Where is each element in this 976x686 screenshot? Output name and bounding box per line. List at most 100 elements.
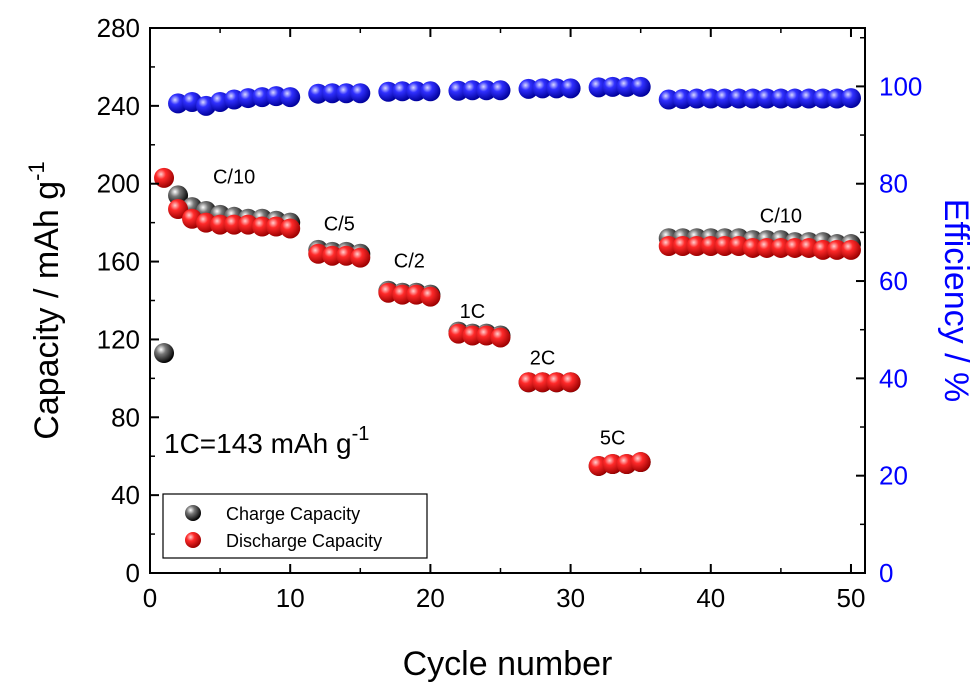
efficiency-point (770, 88, 791, 109)
legend-box (162, 493, 428, 559)
legend-label-discharge: Discharge Capacity (226, 531, 382, 551)
efficiency-point (560, 78, 581, 99)
discharge-capacity-point (784, 237, 805, 258)
efficiency-point (476, 80, 497, 101)
y-tick-label: 40 (111, 480, 140, 510)
efficiency-point (392, 81, 413, 102)
discharge-capacity-point (350, 247, 371, 268)
efficiency-point (518, 78, 539, 99)
rate-label: C/10 (760, 206, 802, 228)
efficiency-point (378, 81, 399, 102)
discharge-capacity-point (420, 286, 441, 307)
y2-tick-label: 40 (879, 363, 908, 393)
efficiency-point (756, 88, 777, 109)
y-tick-label: 160 (97, 247, 140, 277)
discharge-capacity-point (826, 239, 847, 260)
y2-tick-label: 100 (879, 71, 922, 101)
efficiency-point (686, 88, 707, 109)
y-tick-label: 120 (97, 324, 140, 354)
efficiency-point (448, 80, 469, 101)
legend-marker-charge (185, 505, 201, 521)
y2-tick-label: 60 (879, 266, 908, 296)
discharge-capacity-point (392, 284, 413, 305)
rate-label: 5C (600, 428, 626, 450)
efficiency-point (462, 80, 483, 101)
efficiency-point (336, 83, 357, 104)
data-marks (154, 76, 861, 476)
efficiency-point (728, 88, 749, 109)
efficiency-point (602, 76, 623, 97)
discharge-capacity-point (462, 325, 483, 346)
tick-labels: 0 10 20 30 40 50 0 40 80 120 160 200 240 280 0 20 40 60 80… (97, 13, 923, 613)
efficiency-point (672, 89, 693, 110)
rate-label: C/10 (213, 167, 255, 189)
charge-capacity-point (154, 343, 175, 364)
legend-label-charge: Charge Capacity (226, 504, 360, 524)
rate-note-sup: -1 (352, 423, 370, 445)
plot-frame (149, 27, 866, 574)
efficiency-point (742, 88, 763, 109)
x-tick-label: 20 (416, 583, 445, 613)
efficiency-point (840, 88, 861, 109)
efficiency-point (826, 88, 847, 109)
discharge-capacity-point (490, 327, 511, 348)
x-axis-title: Cycle number (403, 645, 613, 683)
x-tick-label: 50 (837, 583, 866, 613)
y2-tick-label: 0 (879, 558, 893, 588)
y2-axis-title: Efficiency / % (937, 199, 975, 402)
rate-note-text: 1C=143 mAh g (164, 428, 352, 459)
y-axis-title: Capacity / mAh g-1 (24, 161, 66, 439)
discharge-capacity-point (322, 245, 343, 266)
efficiency-point (700, 88, 721, 109)
efficiency-point (308, 83, 329, 104)
y-axis-title-text: Capacity / mAh g (28, 181, 66, 440)
axes (149, 27, 866, 574)
svg-text:Capacity / mAh g-1: Capacity / mAh g-1 (24, 161, 66, 439)
discharge-capacity-point (168, 199, 189, 220)
discharge-capacity-point (714, 236, 735, 256)
rate-label: 1C (460, 301, 486, 323)
discharge-capacity-point (560, 372, 581, 393)
efficiency-point (588, 77, 609, 98)
efficiency-point (798, 88, 819, 109)
y-tick-label: 200 (97, 169, 140, 199)
svg-text:1C=143 mAh g-1: 1C=143 mAh g-1 (164, 423, 369, 459)
discharge-capacity-point (672, 236, 693, 256)
discharge-capacity-point (686, 236, 707, 256)
discharge-capacity-point (756, 237, 777, 258)
y-tick-label: 80 (111, 402, 140, 432)
rate-label: 2C (530, 348, 556, 370)
efficiency-point (812, 88, 833, 109)
efficiency-point (630, 76, 651, 97)
rate-note: 1C=143 mAh g-1 (164, 423, 369, 459)
x-tick-label: 10 (276, 583, 305, 613)
discharge-capacity-point (210, 214, 231, 235)
efficiency-point (784, 88, 805, 109)
rate-label: C/5 (324, 213, 355, 235)
y-tick-label: 240 (97, 91, 140, 121)
efficiency-point (490, 80, 511, 101)
discharge-capacity-point (546, 372, 567, 393)
efficiency-point (532, 78, 553, 99)
efficiency-point (406, 81, 427, 102)
y-tick-label: 0 (126, 558, 140, 588)
discharge-capacity-point (602, 454, 623, 474)
discharge-capacity-point (224, 214, 245, 235)
discharge-capacity-point (518, 372, 539, 393)
discharge-capacity-point (700, 236, 721, 256)
efficiency-point (420, 81, 441, 102)
discharge-capacity-point (252, 216, 273, 237)
y-axis-title-sup: -1 (24, 161, 49, 181)
efficiency-point (280, 87, 301, 108)
x-tick-label: 40 (696, 583, 725, 613)
rate-label: C/2 (394, 250, 425, 272)
efficiency-point (322, 83, 343, 104)
x-tick-label: 30 (556, 583, 585, 613)
discharge-capacity-point (280, 218, 301, 239)
tick-marks (149, 27, 865, 574)
discharge-capacity-point (770, 237, 791, 258)
discharge-capacity-point (840, 239, 861, 260)
efficiency-point (616, 76, 637, 97)
